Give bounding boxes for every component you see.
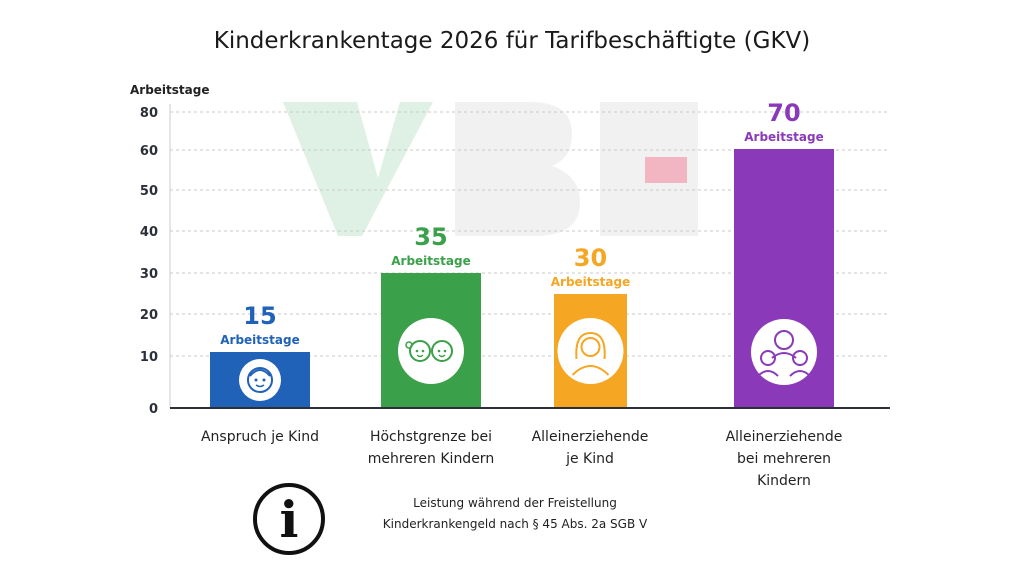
x-category-label-line: je Kind [566, 451, 614, 467]
data-value-label: 30 [574, 244, 607, 272]
x-category-label-line: Höchstgrenze bei [369, 429, 493, 445]
x-category-label-line: Anspruch je Kind [200, 429, 320, 445]
y-tick-label: 60 [140, 144, 158, 159]
chart-title: Kinderkrankentage 2026 für Tarifbeschäft… [213, 28, 811, 54]
data-unit-label: Arbeitstage [220, 333, 300, 347]
svg-text:i: i [280, 490, 299, 549]
y-tick-label: 40 [140, 225, 158, 240]
bar-group-2: 35 Arbeitstage [381, 223, 481, 408]
child-face-icon [239, 359, 281, 401]
x-category-label-line: Kindern [757, 473, 811, 489]
footnote-line-2: Kinderkrankengeld nach § 45 Abs. 2a SGB … [382, 517, 648, 531]
data-unit-label: Arbeitstage [551, 275, 631, 289]
data-value-label: 15 [243, 302, 276, 330]
x-category-label-line: Alleinerziehende [725, 429, 843, 445]
y-tick-label: 50 [140, 184, 158, 199]
x-category-label-line: bei mehreren [737, 451, 831, 467]
info-icon: i [253, 483, 325, 555]
parent-with-children-icon [751, 319, 817, 385]
vbe-watermark-logo [283, 102, 698, 236]
watermark-letter-b [455, 102, 580, 236]
two-children-icon [398, 318, 464, 384]
watermark-pink-bar [645, 157, 687, 183]
footnote: Leistung während der Freistellung Kinder… [350, 493, 680, 535]
x-category-label: Anspruch je Kind [170, 426, 350, 448]
x-category-label-line: Alleinerziehende [531, 429, 649, 445]
x-category-label-line: mehreren Kindern [367, 451, 495, 467]
bar-group-3: 30 Arbeitstage [551, 244, 631, 408]
bar-group-1: 15 Arbeitstage [210, 302, 310, 408]
data-unit-label: Arbeitstage [391, 254, 471, 268]
single-parent-icon [557, 318, 624, 384]
y-tick-label: 0 [149, 402, 158, 417]
data-value-label: 35 [414, 223, 447, 251]
watermark-letter-v [283, 102, 433, 236]
x-category-label: Höchstgrenze bei mehreren Kindern [341, 426, 521, 470]
y-axis-label: Arbeitstage [130, 83, 210, 97]
data-value-label: 70 [767, 99, 800, 127]
x-category-label: Alleinerziehende bei mehreren Kindern [694, 426, 874, 492]
bar-group-4: 70 Arbeitstage [734, 99, 834, 408]
y-tick-label: 80 [140, 106, 158, 121]
footnote-line-1: Leistung während der Freistellung [413, 496, 617, 510]
y-tick-label: 30 [140, 267, 158, 282]
y-tick-label: 20 [140, 308, 158, 323]
data-unit-label: Arbeitstage [744, 130, 824, 144]
y-tick-label: 10 [140, 350, 158, 365]
x-category-label: Alleinerziehende je Kind [500, 426, 680, 470]
